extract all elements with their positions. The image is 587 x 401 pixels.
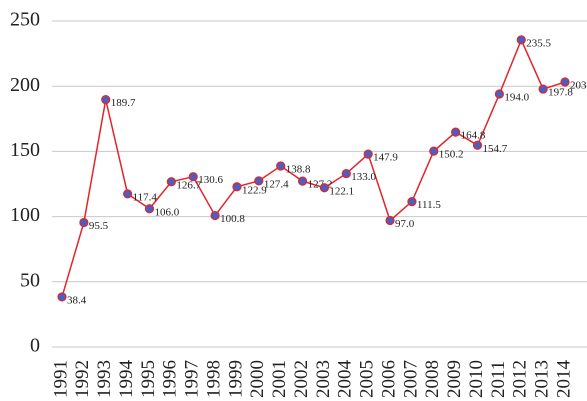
data-label: 130.6 — [198, 174, 223, 186]
marker — [276, 161, 286, 171]
marker — [494, 89, 504, 99]
data-label: 154.7 — [483, 143, 508, 155]
x-tick-label: 2011 — [488, 361, 509, 398]
x-tick-label: 2002 — [291, 360, 312, 398]
data-label: 122.9 — [242, 184, 267, 196]
marker — [210, 210, 220, 221]
marker — [144, 204, 155, 214]
data-label: 133.0 — [351, 171, 376, 183]
x-tick-label: 2000 — [247, 360, 268, 398]
data-label: 126.7 — [176, 179, 201, 191]
marker — [188, 172, 198, 182]
x-tick-label: 2003 — [313, 360, 334, 398]
marker — [429, 146, 439, 156]
x-tick-label: 2007 — [400, 360, 421, 398]
marker — [232, 182, 242, 192]
x-tick-label: 1995 — [138, 360, 159, 398]
data-label: 197.8 — [548, 87, 573, 99]
marker — [297, 176, 308, 186]
marker — [341, 168, 351, 179]
x-tick-label: 2009 — [444, 360, 465, 398]
marker — [451, 127, 461, 137]
x-tick-label: 2013 — [531, 360, 552, 398]
data-label: 100.8 — [220, 213, 245, 225]
data-label: 164.8 — [461, 130, 486, 142]
data-label: 127.4 — [264, 178, 289, 190]
x-tick-label: 2006 — [378, 360, 399, 398]
x-tick-label: 2012 — [510, 360, 531, 398]
marker — [79, 217, 89, 228]
data-label: 111.5 — [417, 199, 441, 211]
marker — [385, 215, 395, 226]
marker — [538, 84, 548, 94]
data-label: 117.4 — [133, 191, 158, 203]
data-label: 147.9 — [373, 152, 398, 164]
marker — [254, 176, 264, 186]
y-tick-label: 0 — [30, 335, 40, 357]
x-tick-label: 1992 — [72, 360, 93, 398]
y-tick-label: 250 — [10, 9, 40, 31]
marker — [57, 292, 67, 302]
marker — [101, 95, 111, 105]
data-label: 122.1 — [329, 185, 354, 197]
x-tick-label: 1997 — [182, 360, 203, 398]
x-tick-label: 2008 — [422, 360, 443, 398]
x-tick-label: 1994 — [116, 360, 137, 399]
data-label: 97.0 — [395, 218, 415, 230]
x-tick-label: 1993 — [94, 360, 115, 398]
y-tick-label: 150 — [10, 139, 40, 161]
marker — [166, 177, 176, 187]
marker — [363, 149, 373, 159]
y-tick-label: 100 — [10, 204, 40, 226]
x-tick-label: 2004 — [335, 360, 356, 399]
x-tick-label: 2001 — [269, 360, 290, 398]
marker — [407, 197, 417, 207]
data-label: 203.2 — [570, 80, 587, 92]
marker — [123, 189, 133, 199]
data-label: 194.0 — [504, 92, 529, 104]
y-tick-label: 50 — [20, 269, 40, 291]
data-label: 95.5 — [89, 220, 109, 232]
data-label: 189.7 — [111, 97, 136, 109]
x-tick-label: 2005 — [357, 360, 378, 398]
data-label: 150.2 — [439, 149, 464, 161]
data-label: 38.4 — [67, 294, 87, 306]
data-label: 106.0 — [154, 206, 179, 218]
marker — [516, 35, 526, 45]
marker — [319, 183, 330, 193]
x-tick-label: 2010 — [466, 360, 487, 398]
x-tick-label: 1996 — [160, 360, 181, 398]
data-label: 235.5 — [526, 37, 551, 49]
y-tick-label: 200 — [10, 74, 40, 96]
line — [61, 37, 566, 298]
data-label: 138.8 — [286, 164, 311, 176]
x-tick-label: 2014 — [553, 360, 574, 399]
x-tick-label: 1998 — [203, 360, 224, 398]
marker — [560, 77, 570, 87]
x-tick-label: 1999 — [225, 360, 246, 398]
x-tick-label: 1991 — [50, 360, 71, 398]
marker — [472, 140, 483, 150]
